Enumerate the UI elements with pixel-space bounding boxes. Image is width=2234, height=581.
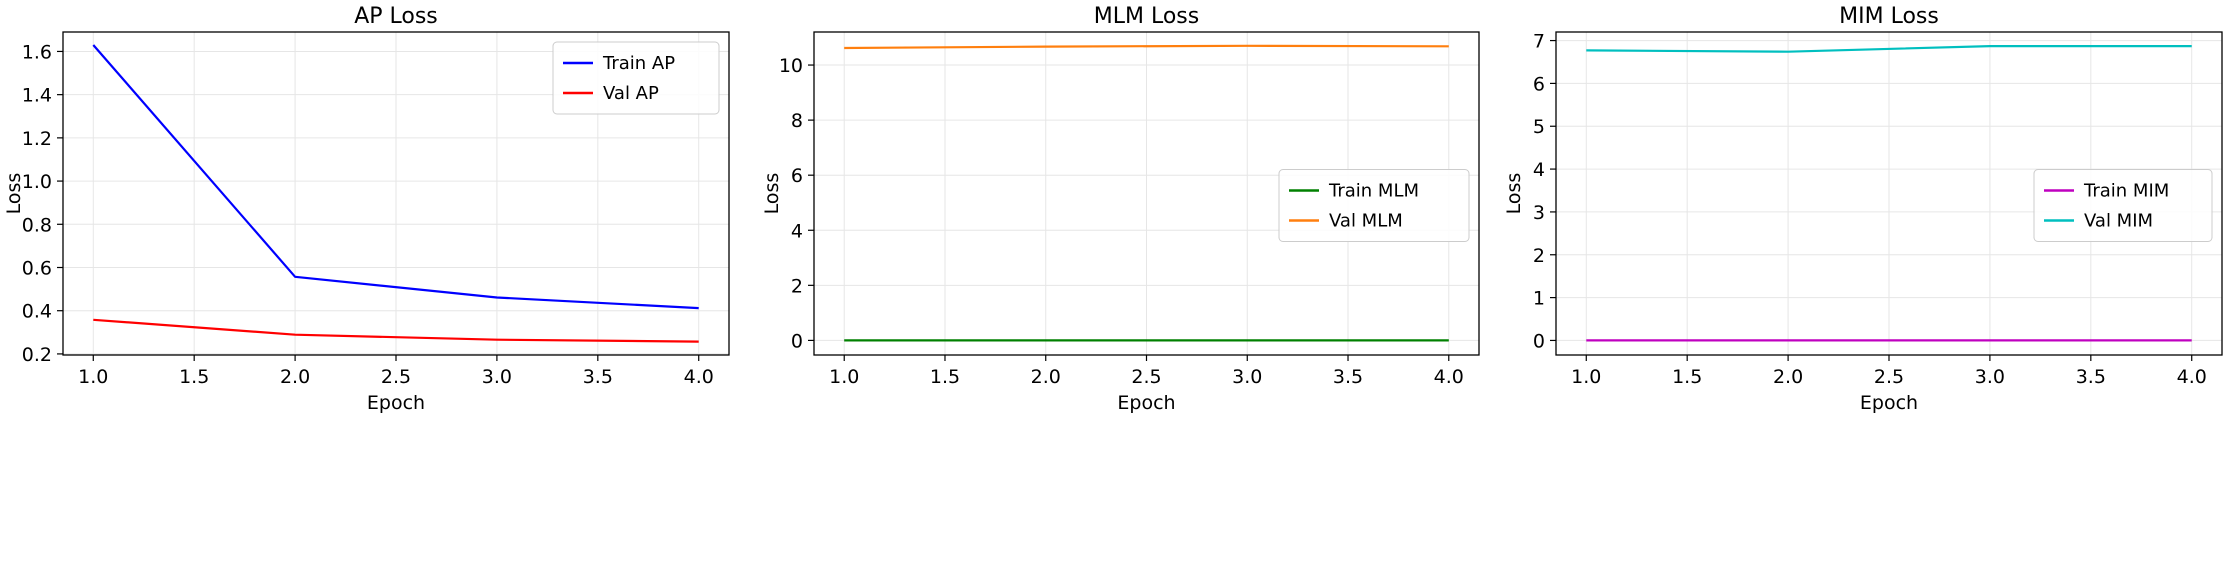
- chart-1: 1.0 1.5 2.0 2.5 3.0 3.5 4.0 0.2 0.4 0.6 0.8 1.0 1.2 1…: [3, 4, 730, 414]
- x-tick-label: 2.5: [381, 366, 411, 388]
- legend-label: Val AP: [603, 83, 659, 104]
- y-tick-label: 6: [1533, 73, 1545, 95]
- x-tick-label: 1.0: [829, 366, 859, 388]
- legend-box: [552, 41, 720, 115]
- y-tick-label: 0.6: [22, 257, 52, 279]
- chart-title: MLM Loss: [1094, 4, 1199, 29]
- x-axis-label: Epoch: [1860, 392, 1918, 414]
- legend: Train MLM Val MLM: [1278, 169, 1470, 242]
- y-tick-label: 4: [1533, 159, 1545, 181]
- legend-label: Train AP: [602, 53, 675, 74]
- legend-box: [2033, 169, 2213, 242]
- y-tick-label: 6: [791, 165, 803, 187]
- series-line-2: [1586, 44, 2192, 53]
- y-tick-label: 2: [1533, 245, 1545, 267]
- y-tick-label: 4: [791, 220, 803, 242]
- x-tick-label: 4.0: [684, 366, 714, 388]
- legend-label: Val MLM: [1329, 211, 1403, 232]
- y-tick-label: 1.4: [22, 85, 52, 107]
- y-tick-label: 0.4: [22, 301, 52, 323]
- x-tick-label: 2.0: [1031, 366, 1061, 388]
- x-tick-label: 2.5: [1131, 366, 1161, 388]
- y-tick-label: 1.0: [22, 171, 52, 193]
- series-line-2: [844, 44, 1449, 50]
- y-tick-label: 7: [1533, 31, 1545, 53]
- x-tick-label: 3.0: [1975, 366, 2005, 388]
- x-tick-label: 2.0: [1773, 366, 1803, 388]
- chart-title: AP Loss: [354, 4, 438, 29]
- legend-label: Train MLM: [1328, 181, 1419, 202]
- x-tick-label: 1.5: [930, 366, 960, 388]
- y-tick-label: 0: [791, 330, 803, 352]
- y-axis-label: Loss: [1503, 173, 1525, 215]
- x-tick-label: 1.0: [1571, 366, 1601, 388]
- y-tick-label: 10: [779, 55, 803, 77]
- series-line-1: [92, 44, 699, 310]
- x-tick-label: 3.5: [583, 366, 613, 388]
- x-axis-label: Epoch: [367, 392, 425, 414]
- legend-box: [1278, 169, 1470, 242]
- x-tick-label: 2.0: [280, 366, 310, 388]
- x-tick-label: 1.0: [78, 366, 108, 388]
- y-tick-label: 0: [1533, 330, 1545, 352]
- chart-title: MIM Loss: [1839, 4, 1939, 29]
- y-tick-label: 1.6: [22, 41, 52, 63]
- y-tick-label: 0.8: [22, 214, 52, 236]
- x-tick-label: 3.5: [2076, 366, 2106, 388]
- legend-label: Train MIM: [2083, 181, 2169, 202]
- legend-label: Val MIM: [2084, 211, 2153, 232]
- x-tick-label: 4.0: [2177, 366, 2207, 388]
- legend: Train MIM Val MIM: [2033, 169, 2213, 242]
- chart-3: 1.0 1.5 2.0 2.5 3.0 3.5 4.0 0 1 2 3 4 5 6 7 MIM Loss Epo…: [1503, 4, 2223, 414]
- series-line-2: [93, 318, 699, 343]
- y-tick-label: 1: [1533, 288, 1545, 310]
- y-axis-label: Loss: [761, 173, 783, 215]
- y-tick-label: 3: [1533, 202, 1545, 224]
- y-tick-label: 8: [791, 110, 803, 132]
- x-tick-label: 3.5: [1333, 366, 1363, 388]
- x-tick-label: 3.0: [482, 366, 512, 388]
- x-tick-label: 3.0: [1232, 366, 1262, 388]
- x-tick-label: 1.5: [1672, 366, 1702, 388]
- y-tick-label: 2: [791, 275, 803, 297]
- x-tick-label: 4.0: [1434, 366, 1464, 388]
- y-tick-label: 5: [1533, 116, 1545, 138]
- x-axis-label: Epoch: [1117, 392, 1175, 414]
- legend: Train AP Val AP: [552, 41, 720, 115]
- y-tick-label: 1.2: [22, 128, 52, 150]
- x-tick-label: 2.5: [1874, 366, 1904, 388]
- chart-2: 1.0 1.5 2.0 2.5 3.0 3.5 4.0 0 2 4 6 8 10 MLM Loss Epoc…: [761, 4, 1480, 414]
- y-tick-label: 0.2: [22, 344, 52, 366]
- x-tick-label: 1.5: [179, 366, 209, 388]
- y-axis-label: Loss: [3, 173, 25, 215]
